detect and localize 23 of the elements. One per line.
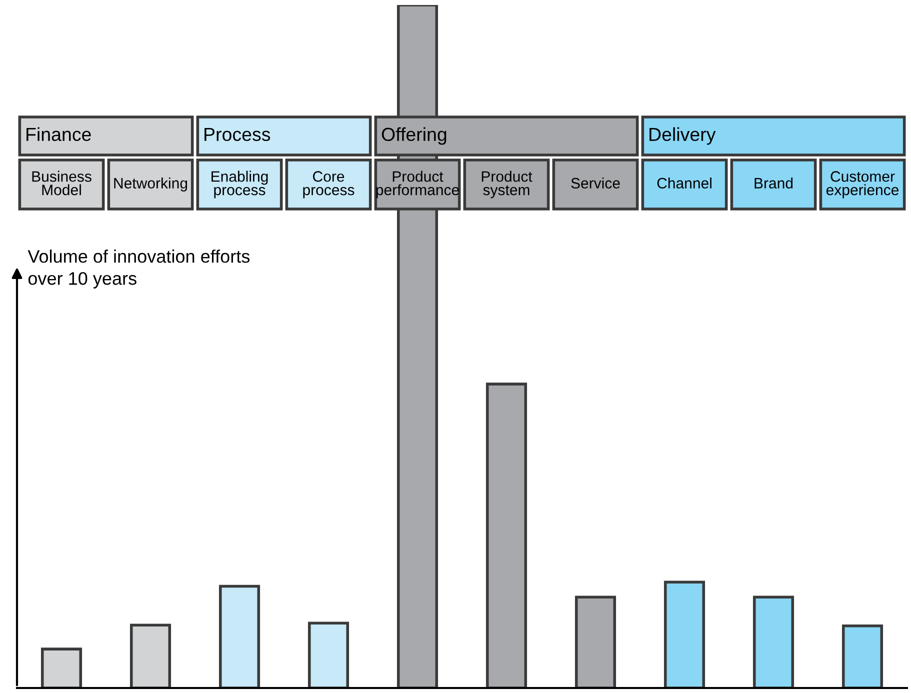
bar [842,624,884,688]
bar [218,584,260,688]
bar [308,622,350,688]
text: Finance [26,127,91,142]
x-tick-label: Enabling process [212,170,268,198]
x-tick-label: Networking [114,178,188,192]
x-tick-label: Product system [482,170,532,198]
x-tick-label: Core process [303,171,354,198]
x-tick-label: Brand [754,178,793,189]
y-axis-title: Volume of innovation efforts over 10 years [28,250,250,288]
bar [574,596,616,688]
x-tick-label: Channel [657,178,712,189]
x-tick-label: Customer experience [826,171,899,198]
bar [664,580,706,688]
bar [752,596,794,688]
text: Delivery [650,127,716,145]
series-label: Offering [382,127,446,145]
x-tick-label: Business Model [32,170,92,196]
text: Process [204,128,270,142]
bar [486,382,528,688]
bar [130,624,172,688]
bar [40,648,82,688]
x-tick-label: Service [571,178,620,189]
